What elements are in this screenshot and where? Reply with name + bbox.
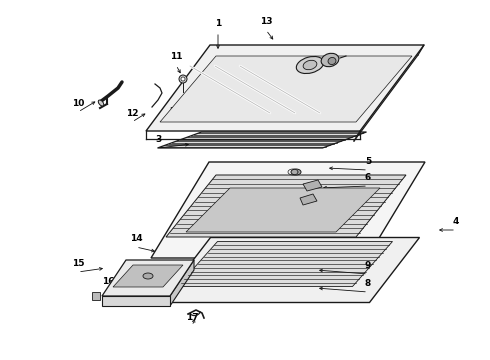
Polygon shape (303, 180, 322, 191)
Text: 1: 1 (215, 19, 221, 28)
Text: 17: 17 (186, 313, 198, 322)
Text: 4: 4 (453, 217, 459, 226)
Ellipse shape (291, 169, 301, 175)
Polygon shape (113, 265, 183, 287)
Polygon shape (157, 132, 367, 148)
Polygon shape (92, 292, 100, 300)
Polygon shape (102, 260, 194, 296)
Ellipse shape (303, 60, 317, 70)
Polygon shape (300, 194, 317, 205)
Polygon shape (177, 242, 392, 287)
Polygon shape (160, 56, 412, 122)
Text: 3: 3 (155, 135, 161, 144)
Text: 7: 7 (365, 189, 371, 198)
Text: 9: 9 (365, 261, 371, 270)
Polygon shape (161, 238, 419, 302)
Text: 11: 11 (170, 52, 182, 61)
Ellipse shape (296, 57, 324, 73)
Polygon shape (166, 175, 406, 237)
Ellipse shape (328, 58, 336, 64)
Text: 6: 6 (365, 173, 371, 182)
Text: 13: 13 (260, 17, 272, 26)
Text: 12: 12 (126, 109, 138, 118)
Text: 16: 16 (102, 277, 114, 286)
Circle shape (179, 75, 187, 83)
Circle shape (181, 77, 185, 81)
Ellipse shape (98, 100, 104, 106)
Text: 10: 10 (72, 99, 84, 108)
Polygon shape (186, 188, 380, 232)
Polygon shape (170, 260, 194, 306)
Polygon shape (146, 45, 424, 131)
Polygon shape (102, 296, 170, 306)
Polygon shape (151, 162, 425, 258)
Text: 14: 14 (130, 234, 142, 243)
Ellipse shape (143, 273, 153, 279)
Text: 8: 8 (365, 279, 371, 288)
Ellipse shape (321, 53, 339, 67)
Text: 2: 2 (169, 107, 175, 116)
Text: 5: 5 (365, 157, 371, 166)
Text: 15: 15 (72, 259, 84, 268)
